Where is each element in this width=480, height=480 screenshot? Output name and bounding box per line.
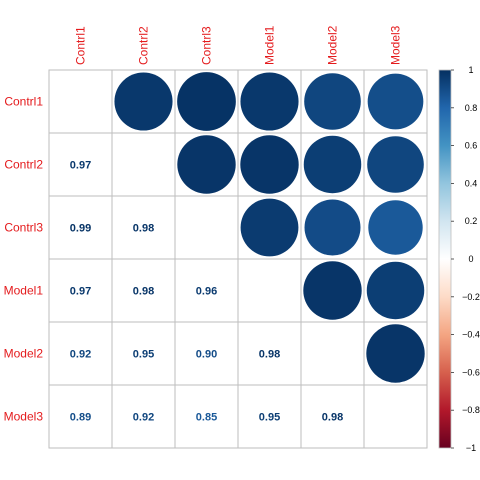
corr-circle-Contrl3-Model2 xyxy=(304,199,361,256)
grid-cell xyxy=(48,321,113,386)
corr-value-Contrl3-Contrl2: 0.98 xyxy=(133,223,154,235)
grid-cell xyxy=(48,132,113,197)
grid-cell xyxy=(111,258,176,323)
corr-value-Model1-Contrl3: 0.96 xyxy=(196,286,217,298)
corr-circle-Contrl1-Model2 xyxy=(304,73,361,130)
colorbar: 1 0.8 0.6 0.4 0.2 0 −0.2 −0.4 −0.6 −0.8 −1 xyxy=(438,65,480,453)
grid-cell xyxy=(48,69,113,134)
grid-cell xyxy=(237,384,302,449)
grid-cell xyxy=(237,258,302,323)
grid-cell xyxy=(174,195,239,260)
grid-cell xyxy=(111,132,176,197)
corr-circle-Contrl1-Contrl2 xyxy=(114,72,173,131)
row-label-Model2: Model2 xyxy=(4,347,44,361)
row-label-Contrl1: Contrl1 xyxy=(4,95,43,109)
grid-cell xyxy=(174,321,239,386)
colorbar-tick-label: 0.8 xyxy=(465,103,478,113)
corr-circle-Contrl2-Contrl3 xyxy=(177,135,236,194)
corr-circle-Contrl1-Model3 xyxy=(367,73,424,130)
colorbar-tick-label: 0.4 xyxy=(465,178,478,188)
row-label-Model3: Model3 xyxy=(4,410,44,424)
variable-labels: Contrl1 Contrl1 Contrl2 Contrl2 Contrl3 Contr… xyxy=(4,25,403,423)
row-label-Contrl2: Contrl2 xyxy=(4,158,43,172)
corr-circle-Model1-Model2 xyxy=(303,261,362,320)
grid-cell xyxy=(300,321,365,386)
corr-circle-Model1-Model3 xyxy=(366,261,425,320)
grid-cell xyxy=(111,384,176,449)
corr-value-Model3-Contrl1: 0.89 xyxy=(70,412,91,424)
corr-circle-Contrl2-Model1 xyxy=(240,135,299,194)
colorbar-tick-label: −0.2 xyxy=(462,292,480,302)
col-label-Contrl2: Contrl2 xyxy=(137,26,151,65)
col-label-Contrl1: Contrl1 xyxy=(74,26,88,65)
colorbar-tick-label: 0.2 xyxy=(465,216,478,226)
corr-value-Model3-Model2: 0.98 xyxy=(322,412,343,424)
row-label-Contrl3: Contrl3 xyxy=(4,221,43,235)
corr-value-Model3-Contrl3: 0.85 xyxy=(196,412,217,424)
corr-value-Model2-Contrl1: 0.92 xyxy=(70,349,91,361)
corr-circle-Contrl1-Model1 xyxy=(240,72,299,131)
row-label-Model1: Model1 xyxy=(4,284,44,298)
colorbar-tick-label: 0 xyxy=(468,254,473,264)
corr-circle-Contrl1-Contrl3 xyxy=(177,72,236,131)
grid-cell xyxy=(174,258,239,323)
corr-value-Model3-Model1: 0.95 xyxy=(259,412,280,424)
corr-circle-Contrl3-Model1 xyxy=(240,198,299,257)
grid xyxy=(48,69,428,449)
corr-circle-Model2-Model3 xyxy=(366,324,425,383)
col-label-Contrl3: Contrl3 xyxy=(200,26,214,65)
corr-value-Model2-Contrl3: 0.90 xyxy=(196,349,217,361)
grid-cell xyxy=(48,258,113,323)
col-label-Model1: Model1 xyxy=(263,25,277,65)
corr-value-Model1-Contrl2: 0.98 xyxy=(133,286,154,298)
col-label-Model2: Model2 xyxy=(326,25,340,65)
corr-value-Model1-Contrl1: 0.97 xyxy=(70,286,91,298)
corr-value-Model3-Contrl2: 0.92 xyxy=(133,412,154,424)
marks: 0.97 0.99 0.98 0.97 0.98 0.96 0.92 0.95 0.90 0.98… xyxy=(70,72,425,424)
corr-circle-Contrl3-Model3 xyxy=(368,200,423,255)
grid-cell xyxy=(111,195,176,260)
corr-circle-Contrl2-Model3 xyxy=(367,136,424,193)
colorbar-tick-label: −0.8 xyxy=(462,405,480,415)
corr-value-Contrl3-Contrl1: 0.99 xyxy=(70,223,91,235)
corr-value-Model2-Model1: 0.98 xyxy=(259,349,280,361)
corr-value-Contrl2-Contrl1: 0.97 xyxy=(70,160,91,172)
corr-value-Model2-Contrl2: 0.95 xyxy=(133,349,154,361)
colorbar-tick-label: 1 xyxy=(468,65,473,75)
grid-cell xyxy=(111,321,176,386)
colorbar-tick-label: −1 xyxy=(466,443,476,453)
corr-circle-Contrl2-Model2 xyxy=(303,135,362,194)
colorbar-tick-label: −0.6 xyxy=(462,367,480,377)
grid-cell xyxy=(363,384,428,449)
colorbar-gradient xyxy=(438,69,452,449)
colorbar-tick-label: 0.6 xyxy=(465,141,478,151)
colorbar-tick-label: −0.4 xyxy=(462,330,480,340)
col-label-Model3: Model3 xyxy=(389,25,403,65)
grid-cell xyxy=(174,384,239,449)
